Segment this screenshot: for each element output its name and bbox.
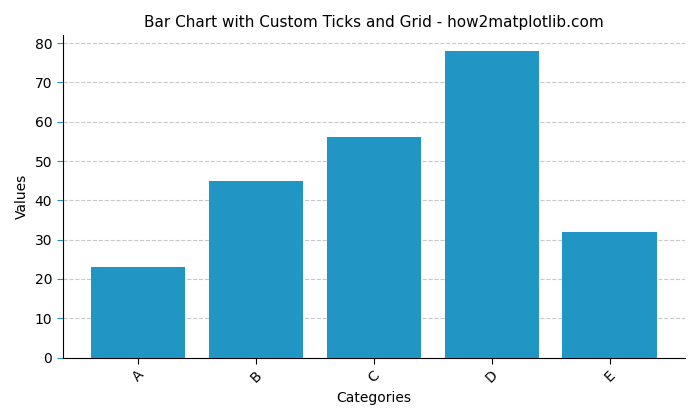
Bar xyxy=(91,267,186,357)
Bar xyxy=(562,232,657,357)
Bar xyxy=(209,181,303,357)
Y-axis label: Values: Values xyxy=(15,174,29,219)
Bar xyxy=(444,51,539,357)
Bar xyxy=(327,137,421,357)
Title: Bar Chart with Custom Ticks and Grid - how2matplotlib.com: Bar Chart with Custom Ticks and Grid - h… xyxy=(144,15,603,30)
X-axis label: Categories: Categories xyxy=(336,391,412,405)
